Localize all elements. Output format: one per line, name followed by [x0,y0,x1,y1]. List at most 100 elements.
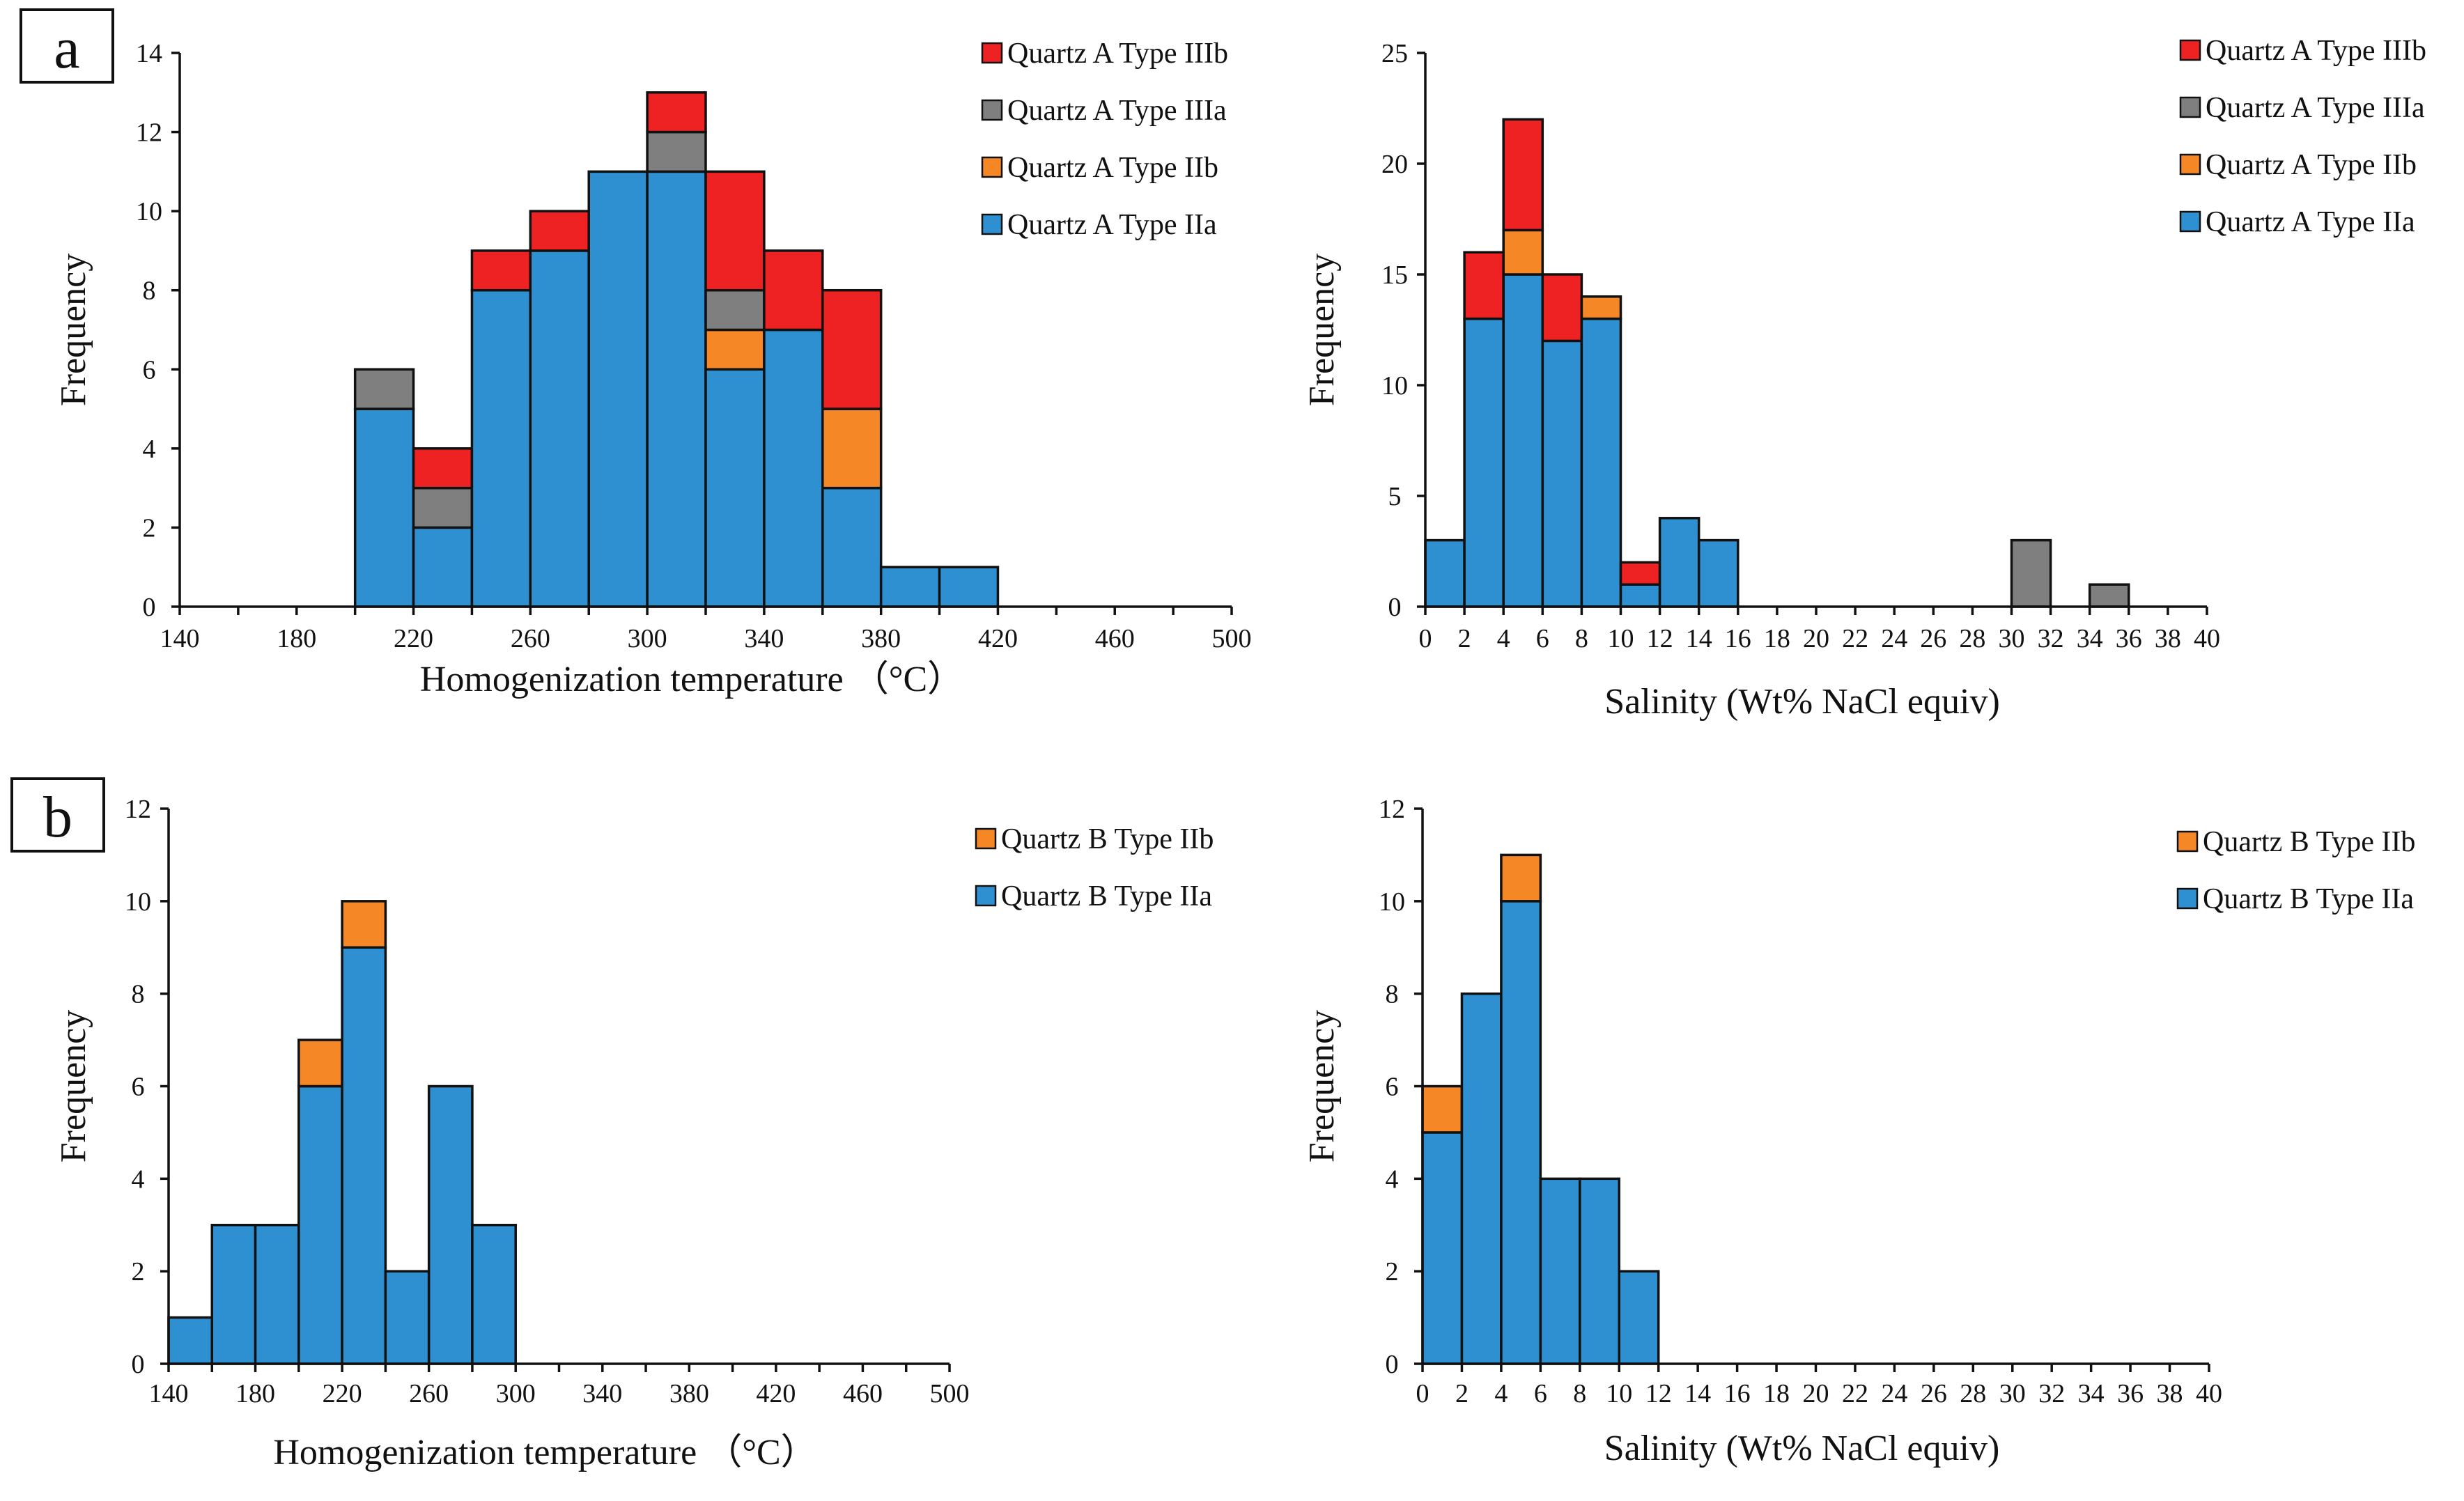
y-axis-title: Frequency [54,254,93,406]
bar-type-iia-bin-12 [1658,517,1700,608]
x-tick-label: 0 [1419,624,1432,653]
legend-label: Quartz A Type IIIa [2206,92,2425,124]
x-tick-label: 500 [930,1379,970,1408]
x-tick-label: 26 [1921,1379,1947,1408]
x-tick-label: 220 [394,624,433,653]
x-tick-label: 6 [1534,1379,1547,1408]
bar-type-iib-bin-4 [1500,853,1542,903]
x-tick-label: 24 [1881,1379,1907,1408]
x-tick-label: 140 [160,624,200,653]
x-tick-label: 380 [669,1379,709,1408]
bar-type-iiia-bin-320 [704,288,766,332]
bar-type-iiib-bin-340 [763,249,824,332]
bar-type-iia-bin-200 [297,1084,343,1365]
bar-type-iia-bin-260 [529,249,590,608]
bar-type-iia-bin-340 [763,328,824,608]
bar-type-iia-bin-10 [1618,1270,1660,1365]
x-tick-label: 26 [1920,624,1946,653]
y-tick-label: 4 [132,1165,145,1194]
bar-type-iib-bin-0 [1421,1084,1464,1134]
x-tick-label: 20 [1803,1379,1829,1408]
legend-label: Quartz B Type IIa [1001,880,1212,912]
x-tick-label: 18 [1763,1379,1790,1408]
x-tick-label: 460 [843,1379,883,1408]
x-tick-label: 4 [1494,1379,1508,1408]
x-tick-label: 420 [756,1379,796,1408]
y-tick-label: 12 [125,795,151,824]
x-tick-label: 30 [1999,624,2025,653]
bar-type-iia-bin-400 [938,566,1000,608]
bar-type-iiib-bin-240 [470,249,532,292]
legend-swatch [981,156,1003,178]
x-tick-label: 300 [496,1379,536,1408]
y-tick-label: 0 [143,593,156,622]
y-tick-label: 5 [1388,482,1402,511]
y-tick-label: 10 [1381,371,1408,400]
x-axis-title: Homogenization temperature （°C） [420,660,963,699]
x-tick-label: 38 [2155,624,2181,653]
x-tick-label: 12 [1647,624,1673,653]
y-tick-label: 25 [1381,39,1408,68]
bar-type-iiib-bin-300 [646,91,707,134]
bar-type-iia-bin-280 [587,170,649,608]
legend: Quartz A Type IIIb Quartz A Type IIIa Quar… [2179,35,2426,238]
x-tick-label: 4 [1497,624,1510,653]
y-tick-label: 6 [143,355,156,384]
x-tick-label: 36 [2116,624,2142,653]
bar-type-iib-bin-220 [341,900,387,949]
y-tick-label: 2 [1386,1257,1399,1286]
x-tick-label: 40 [2194,624,2220,653]
y-tick-label: 4 [1386,1165,1399,1194]
x-tick-label: 340 [744,624,784,653]
bar-type-iia-bin-280 [471,1224,517,1365]
legend-label: Quartz A Type IIIb [2206,35,2426,67]
bar-type-iia-bin-200 [353,407,415,608]
bar-type-iiib-bin-2 [1463,251,1505,320]
y-tick-label: 8 [143,277,156,306]
bar-type-iia-bin-240 [384,1270,431,1365]
x-tick-label: 12 [1645,1379,1672,1408]
y-axis-title: Frequency [1302,1010,1342,1162]
x-tick-label: 32 [2038,1379,2065,1408]
legend-swatch [2176,887,2199,910]
legend-label: Quartz A Type IIb [1007,152,1218,184]
x-tick-label: 10 [1608,624,1634,653]
x-tick-label: 40 [2196,1379,2222,1408]
legend-label: Quartz A Type IIa [1007,209,1217,241]
x-tick-label: 260 [409,1379,449,1408]
x-tick-label: 260 [511,624,550,653]
panel-label-a: a [20,8,114,84]
y-tick-label: 0 [132,1350,145,1379]
bar-type-iia-bin-14 [1697,538,1739,608]
legend-label: Quartz B Type IIb [2203,826,2415,858]
bar-type-iiib-bin-260 [529,210,590,252]
x-axis-title: Salinity (Wt% NaCl equiv) [1604,1429,2000,1468]
x-tick-label: 16 [1725,624,1751,653]
bar-type-iia-bin-2 [1463,317,1505,608]
y-tick-label: 10 [125,887,151,917]
legend-label: Quartz A Type IIIa [1007,95,1227,127]
bar-type-iia-bin-180 [254,1224,300,1365]
y-tick-label: 10 [136,197,162,226]
y-tick-label: 8 [1386,980,1399,1009]
y-tick-label: 4 [143,435,156,464]
bar-type-iia-bin-300 [646,170,707,608]
y-axis-title: Frequency [1302,254,1342,406]
x-tick-label: 2 [1455,1379,1469,1408]
bar-type-iia-bin-0 [1424,538,1466,608]
x-tick-label: 420 [978,624,1018,653]
bar-type-iia-bin-2 [1460,992,1503,1365]
y-tick-label: 0 [1388,593,1402,622]
x-tick-label: 180 [235,1379,275,1408]
x-tick-label: 28 [1960,1379,1986,1408]
bar-type-iiia-bin-30 [2010,538,2052,608]
y-tick-label: 2 [132,1257,145,1286]
legend: Quartz B Type IIb Quartz B Type IIa [2176,826,2415,915]
bar-type-iia-bin-220 [412,526,474,608]
x-tick-label: 220 [323,1379,362,1408]
x-tick-label: 8 [1575,624,1588,653]
legend-swatch [2176,830,2199,853]
x-tick-label: 30 [1999,1379,2026,1408]
bar-type-iia-bin-360 [821,486,883,608]
legend-label: Quartz A Type IIa [2206,206,2415,238]
